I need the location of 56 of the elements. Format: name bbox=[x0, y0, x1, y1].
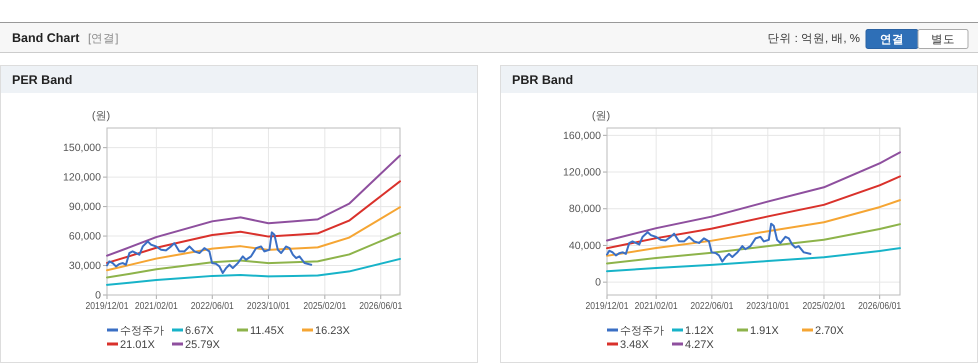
y-tick-label: 40,000 bbox=[568, 240, 602, 252]
y-tick-label: 120,000 bbox=[563, 166, 602, 179]
legend-label: 4.27X bbox=[685, 339, 714, 351]
line-series bbox=[606, 199, 901, 257]
line-series bbox=[106, 206, 401, 272]
y-tick-label: 90,000 bbox=[68, 201, 102, 214]
legend-label: 1.91X bbox=[750, 325, 780, 337]
line-series bbox=[606, 247, 901, 272]
line-series bbox=[606, 222, 812, 263]
legend-label: 16.23X bbox=[315, 325, 351, 337]
chart-title: PER Band bbox=[12, 73, 72, 87]
x-tick-label: 2023/10/01 bbox=[746, 301, 796, 312]
y-tick-label: 30,000 bbox=[68, 260, 102, 272]
y-tick-label: 0 bbox=[595, 276, 602, 289]
legend-label: 2.70X bbox=[815, 325, 844, 337]
x-tick-label: 2022/06/01 bbox=[690, 301, 740, 312]
legend-label: 수정주가 bbox=[120, 325, 164, 337]
x-tick-label: 2019/12/01 bbox=[86, 301, 136, 312]
x-tick-label: 2026/06/01 bbox=[359, 301, 410, 312]
x-tick-label: 2025/02/01 bbox=[802, 301, 853, 312]
y-axis-title: (원) bbox=[92, 110, 110, 122]
text: 단위 : 억원, 배, % bbox=[767, 33, 860, 45]
line-series bbox=[106, 180, 401, 264]
line-series bbox=[106, 232, 401, 279]
legend-label: 11.45X bbox=[250, 325, 285, 337]
line-series bbox=[606, 151, 901, 242]
line-series bbox=[606, 223, 901, 265]
x-tick-label: 2025/02/01 bbox=[303, 301, 354, 312]
legend-label: 3.48X bbox=[620, 339, 650, 351]
text: 연결 bbox=[880, 33, 904, 46]
text: Band Chart bbox=[12, 31, 80, 45]
line-series bbox=[106, 154, 401, 257]
text: 별도 bbox=[931, 34, 955, 46]
line-series bbox=[106, 231, 312, 274]
x-tick-label: 2021/02/01 bbox=[134, 301, 185, 312]
y-tick-label: 120,000 bbox=[63, 172, 102, 184]
line-series bbox=[106, 258, 401, 286]
x-tick-label: 2026/06/01 bbox=[858, 301, 908, 312]
chart-title: PBR Band bbox=[512, 73, 574, 87]
legend-label: 21.01X bbox=[120, 339, 156, 351]
text: [연결] bbox=[88, 33, 118, 45]
y-tick-label: 150,000 bbox=[63, 142, 102, 154]
x-tick-label: 2022/06/01 bbox=[190, 301, 241, 312]
x-tick-label: 2021/02/01 bbox=[634, 301, 685, 312]
y-axis-title: (원) bbox=[592, 110, 610, 122]
legend-label: 6.67X bbox=[185, 325, 214, 337]
x-tick-label: 2023/10/01 bbox=[246, 301, 297, 312]
legend-label: 1.12X bbox=[685, 325, 714, 337]
y-tick-label: 160,000 bbox=[563, 130, 602, 142]
x-tick-label: 2019/12/01 bbox=[586, 301, 636, 312]
y-tick-label: 80,000 bbox=[568, 203, 602, 216]
legend-label: 25.79X bbox=[185, 339, 221, 351]
line-series bbox=[606, 175, 901, 250]
y-tick-label: 60,000 bbox=[68, 230, 102, 243]
legend-label: 수정주가 bbox=[620, 325, 664, 337]
y-tick-label: 0 bbox=[95, 290, 102, 302]
